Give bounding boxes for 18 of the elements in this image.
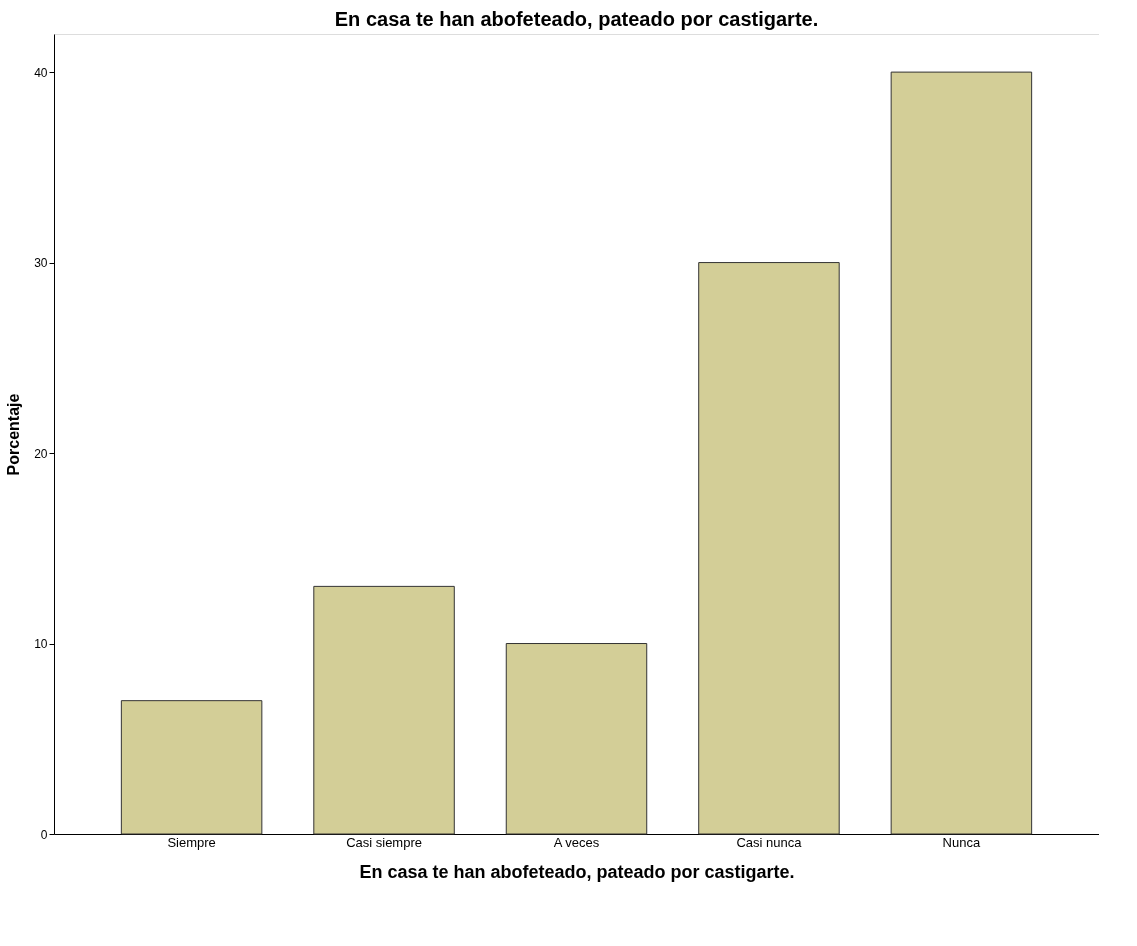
x-tick-label: Nunca: [942, 834, 981, 850]
bar: [505, 643, 648, 835]
x-tick-label: Casi nunca: [736, 834, 803, 850]
y-tick-label: 40: [34, 65, 48, 80]
bar: [120, 700, 263, 835]
y-tick-label: 20: [34, 446, 48, 461]
x-tick-label: Casi siempre: [346, 834, 422, 850]
bar: [890, 71, 1033, 835]
y-tick-label: 30: [34, 256, 48, 271]
y-axis-title: Porcentaje: [5, 393, 23, 476]
x-tick-label: A veces: [553, 834, 600, 850]
chart-title: En casa te han abofeteado, pateado por castigarte.: [334, 8, 819, 30]
y-tick-label: 10: [34, 637, 48, 652]
y-tick-label: 0: [40, 827, 48, 842]
bar: [313, 585, 455, 835]
x-axis-title: En casa te han abofeteado, pateado por castigarte.: [359, 861, 795, 882]
x-tick-label: Siempre: [167, 834, 216, 850]
bar: [698, 262, 840, 835]
